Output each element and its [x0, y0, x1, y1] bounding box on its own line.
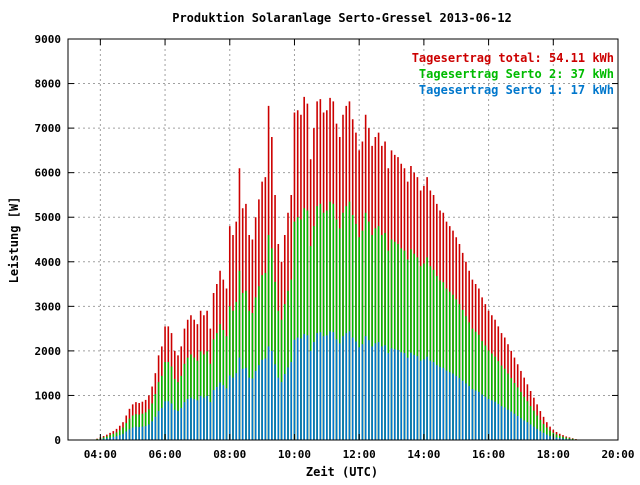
bar-series-group	[93, 96, 580, 440]
y-tick-label: 8000	[35, 78, 62, 91]
x-tick-label: 10:00	[278, 448, 311, 461]
y-tick-label: 4000	[35, 256, 62, 269]
y-tick-label: 9000	[35, 33, 62, 46]
legend: Tagesertrag total: 54.11 kWh Tagesertrag …	[412, 51, 614, 97]
axis-ticks	[68, 38, 619, 441]
x-tick-label: 14:00	[407, 448, 440, 461]
y-tick-label: 2000	[35, 345, 62, 358]
y-tick-labels: 0 1000 2000 3000 4000 5000 6000 7000 8000 9000	[35, 33, 62, 447]
x-axis-title: Zeit (UTC)	[306, 465, 378, 479]
x-tick-label: 08:00	[213, 448, 246, 461]
x-tick-label: 06:00	[148, 448, 181, 461]
y-axis-title: Leistung [W]	[7, 197, 21, 284]
y-tick-label: 7000	[35, 122, 62, 135]
legend-entry-serto1: Tagesertrag Serto 1: 17 kWh	[419, 83, 614, 97]
plot-frame	[67, 38, 619, 441]
y-tick-label: 6000	[35, 167, 62, 180]
x-tick-label: 12:00	[343, 448, 376, 461]
x-tick-label: 20:00	[601, 448, 634, 461]
legend-entry-serto2: Tagesertrag Serto 2: 37 kWh	[419, 67, 614, 81]
x-tick-label: 16:00	[472, 448, 505, 461]
y-tick-label: 3000	[35, 300, 62, 313]
legend-entry-total: Tagesertrag total: 54.11 kWh	[412, 51, 614, 65]
x-tick-label: 04:00	[84, 448, 117, 461]
y-tick-label: 1000	[35, 389, 62, 402]
x-tick-labels: 04:00 06:00 08:00 10:00 12:00 14:00 16:00 18:00…	[84, 448, 635, 461]
chart-title: Produktion Solaranlage Serto-Gressel 201…	[172, 11, 512, 25]
x-tick-label: 18:00	[537, 448, 570, 461]
y-tick-label: 0	[54, 434, 61, 447]
y-tick-label: 5000	[35, 211, 62, 224]
